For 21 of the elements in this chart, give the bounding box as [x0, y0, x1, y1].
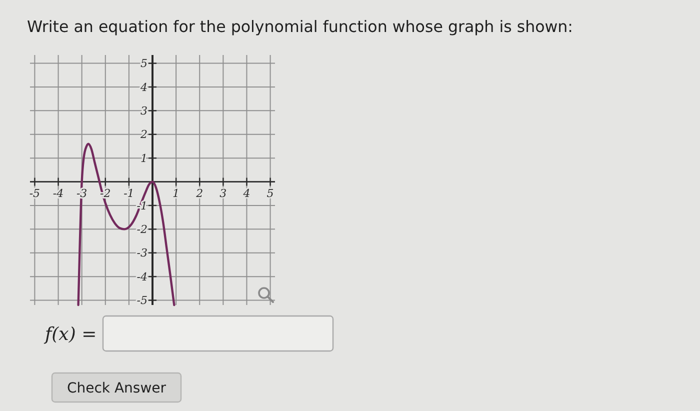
y-tick-label: 5	[140, 57, 148, 70]
text: Check Answer	[66, 380, 166, 396]
y-tick-label: 3	[140, 104, 148, 118]
x-tick-label: 1	[172, 186, 180, 200]
x-tick-label: -5	[29, 186, 40, 200]
y-tick-label: -3	[136, 246, 148, 260]
chart-title: Write an equation for the polynomial function whose graph is shown:	[27, 17, 574, 36]
x-tick-label: -1	[124, 186, 134, 200]
x-tick-label: 2	[195, 186, 204, 200]
y-tick-label: 4	[140, 80, 148, 94]
y-tick-label: -5	[136, 294, 148, 308]
x-tick-label: 5	[266, 186, 274, 200]
line-series	[77, 142, 176, 306]
text: f(x) =	[43, 324, 97, 345]
x-tick-label: -4	[52, 186, 64, 200]
y-tick-label: -4	[136, 270, 148, 284]
x-tick-label: 4	[242, 186, 250, 200]
y-tick-label: 2	[140, 128, 148, 142]
x-tick-label: 3	[220, 186, 227, 200]
y-tick-label: -2	[136, 223, 148, 236]
y-tick-label: 1	[140, 152, 148, 165]
